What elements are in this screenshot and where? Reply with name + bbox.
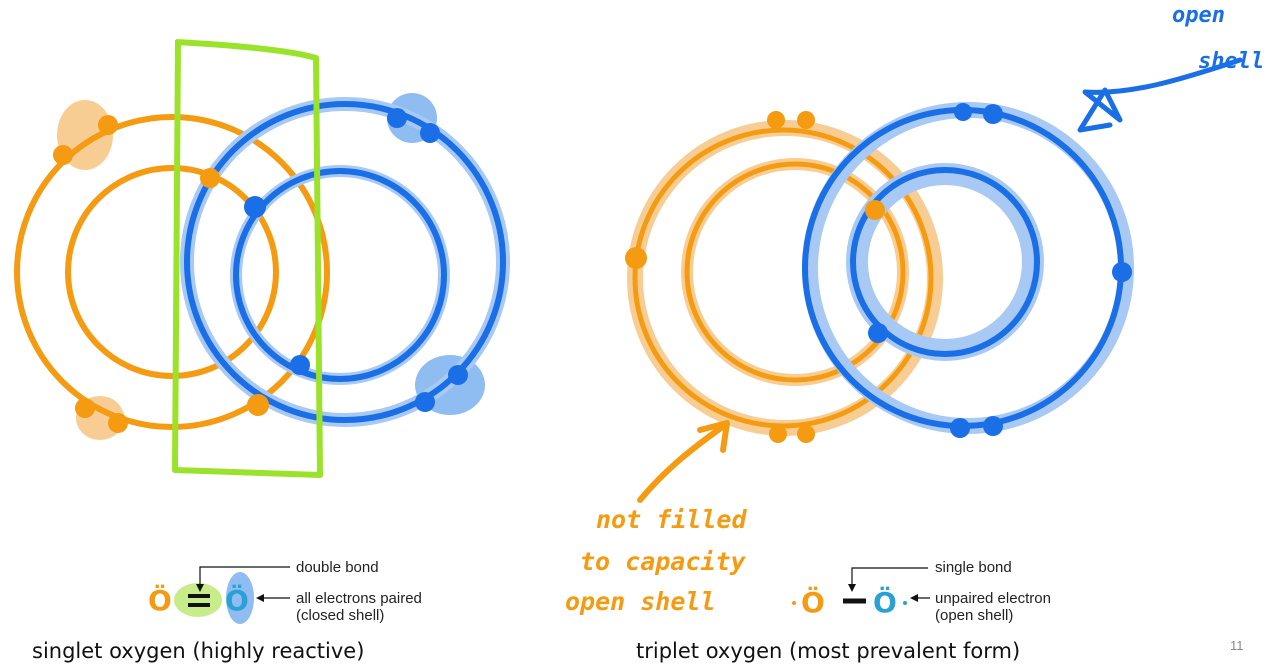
arrow (1077, 57, 1243, 133)
electrons (244, 108, 468, 412)
electrons (53, 115, 269, 433)
annotation: open (1172, 3, 1225, 28)
pointer (199, 566, 290, 590)
label: (closed shell) (296, 607, 384, 624)
caption: singlet oxygen (highly reactive) (32, 639, 364, 663)
label: (open shell) (935, 607, 1013, 624)
orbit (184, 101, 506, 423)
annotation: to capacity (580, 547, 747, 576)
electrons (625, 111, 885, 443)
atom: Ö (801, 585, 825, 619)
electron (903, 601, 907, 605)
orbit (850, 167, 1040, 357)
annotation: not filled (596, 505, 747, 534)
pointer (848, 584, 856, 592)
label: unpaired electron (935, 590, 1051, 607)
label: all electrons paired (296, 590, 422, 607)
annotation: shell (1198, 49, 1264, 74)
orbit (233, 168, 447, 382)
highlight-box (172, 39, 323, 478)
electron (792, 601, 796, 605)
caption: triplet oxygen (most prevalent form) (636, 639, 1020, 663)
orbit (14, 114, 330, 430)
pointer (910, 594, 918, 602)
atom: Ö (873, 585, 897, 619)
orbit (684, 161, 906, 383)
singlet-lewis: Ö Ö double bond all electrons paired (cl… (148, 559, 422, 624)
pointer (196, 584, 204, 592)
orbit-halo (846, 163, 1044, 361)
atom: Ö (148, 583, 172, 617)
arrow (637, 420, 730, 503)
orbit (632, 127, 934, 429)
atom: Ö (225, 583, 249, 617)
page-number: 11 (1230, 638, 1244, 653)
pointer (851, 567, 928, 590)
triplet-lewis: Ö Ö single bond unpaired electron (open … (792, 559, 1051, 624)
annotation: open shell (565, 587, 716, 616)
pointer (256, 594, 264, 602)
triplet-diagram (625, 57, 1243, 503)
orbit (65, 165, 279, 379)
singlet-diagram (14, 39, 510, 478)
label: single bond (935, 559, 1012, 576)
label: double bond (296, 559, 379, 576)
electron-cloud (226, 572, 254, 624)
bond-highlight (174, 583, 222, 617)
electrons (868, 103, 1132, 438)
